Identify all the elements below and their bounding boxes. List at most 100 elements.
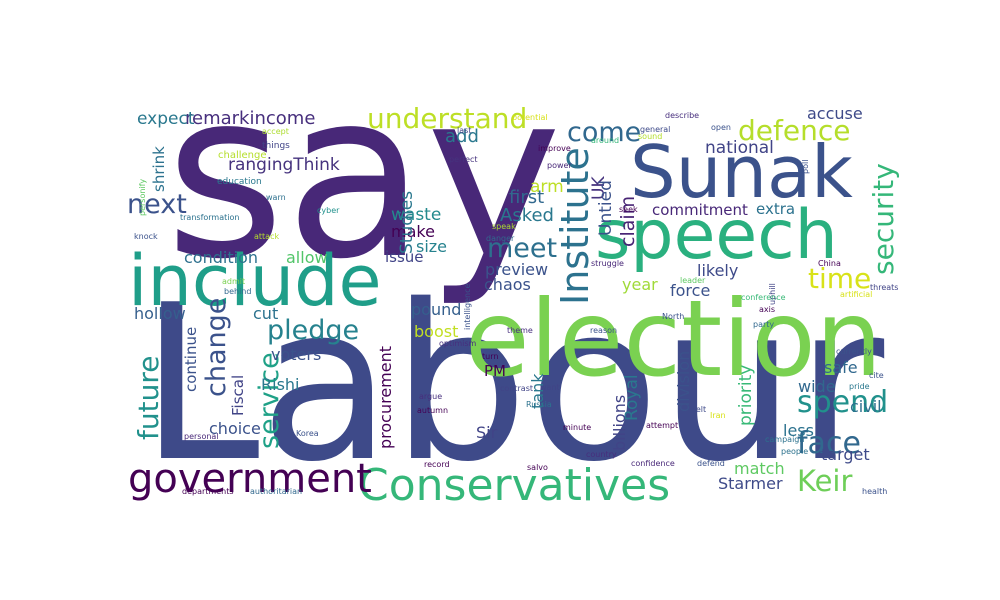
word-keir: Keir [797, 464, 852, 498]
word-commitment: commitment [652, 201, 748, 219]
word-personify: personify [138, 179, 147, 216]
word-pm: PM [484, 362, 506, 380]
word-continue: continue [182, 327, 200, 392]
word-defend: defend [697, 459, 725, 468]
word-axis: axis [759, 305, 775, 314]
word-russia: Russia [526, 400, 552, 409]
word-change: change [201, 298, 232, 397]
word-sound: sound [638, 132, 662, 141]
word-voters: voters [271, 345, 321, 364]
word-people: people [781, 447, 808, 456]
word-warn: warn [266, 193, 286, 202]
word-autumn: autumn [417, 406, 448, 415]
word-challenge: challenge [218, 150, 267, 161]
word-speak: speak [492, 222, 516, 231]
word-election: election [465, 278, 882, 400]
word-threats: threats [870, 283, 898, 292]
word-departments: departments [182, 487, 234, 496]
word-chaos: chaos [484, 275, 531, 294]
word-asked: Asked [500, 205, 554, 226]
word-attack: attack [254, 232, 279, 241]
word-match: match [734, 459, 785, 478]
word-salvo: salvo [527, 463, 548, 472]
word-institute: Institute [553, 147, 597, 305]
word-procurement: procurement [376, 346, 395, 449]
word-government: government [128, 456, 372, 502]
word-boost: boost [414, 322, 458, 341]
word-minute: minute [563, 423, 591, 432]
word-come: come [567, 117, 641, 148]
word-optimism: optimism [439, 339, 477, 348]
word-uphill: uphill [768, 283, 777, 305]
word-accept: accept [262, 127, 289, 136]
word-leader: leader [680, 276, 706, 285]
word-confidence: confidence [631, 459, 675, 468]
word-turn: turn [482, 352, 498, 361]
word-safe: safe [824, 358, 858, 377]
word-less: less [783, 421, 814, 440]
word-royal: Royal [622, 374, 642, 421]
word-seek: seek [619, 205, 638, 214]
word-face: face [797, 426, 861, 461]
word-rangingthink: rangingThink [228, 155, 340, 175]
word-reason: reason [590, 326, 617, 335]
word-admit: admit [222, 277, 245, 286]
word-shrink: shrink [150, 146, 168, 192]
word-wide: wide [798, 377, 836, 396]
word-knock: knock [134, 232, 158, 241]
word-record: record [424, 460, 450, 469]
word-education: education [217, 177, 262, 187]
word-claim: claim [617, 196, 639, 247]
word-cyber: cyber [317, 206, 340, 215]
word-want: want [540, 383, 560, 392]
word-waste: waste [391, 205, 441, 225]
word-understand: understand [367, 102, 527, 135]
word-national: national [705, 138, 774, 158]
word-fiscal: Fiscal [229, 375, 247, 416]
word-describe: describe [665, 111, 699, 120]
word-speech: speech [595, 196, 838, 275]
word-party: party [753, 320, 774, 329]
word-theme: theme [507, 326, 533, 335]
word-condition: condition [184, 248, 258, 267]
word-north: North [662, 312, 684, 321]
word-campaign: campaign [765, 435, 804, 444]
word-civil: civil [850, 397, 882, 416]
word-meet: meet [487, 233, 557, 264]
word-things: things [262, 141, 290, 151]
word-issue: issue [385, 248, 424, 266]
word-cite: cite [869, 371, 884, 380]
word-power: power [547, 161, 572, 170]
word-intelligence: intelligence [463, 284, 472, 330]
word-starmer: Starmer [718, 474, 783, 493]
word-danger: danger [486, 234, 515, 243]
word-conservatives: Conservatives [358, 460, 670, 511]
word-argue: argue [419, 392, 442, 401]
word-future: future [132, 356, 165, 440]
word-china: China [818, 259, 841, 268]
word-poll: poll [801, 160, 810, 174]
word-include: include [128, 240, 382, 322]
word-rishi: Rishi [261, 375, 299, 394]
word-improve: improve [538, 144, 571, 153]
word-target: target [821, 445, 870, 464]
word-potential: potential [512, 113, 548, 122]
word-spend: spend [797, 385, 888, 420]
word-priority: priority [736, 365, 756, 426]
word-general: general [640, 125, 670, 134]
word-next: next [127, 189, 187, 220]
word-around: around [591, 136, 619, 145]
word-uk: UK [589, 176, 609, 200]
word-make: make [391, 222, 435, 241]
word-currently: currently [836, 347, 872, 356]
word-sir: Sir [476, 423, 498, 442]
word-attempt: attempt [646, 421, 678, 430]
word-conference: conference [741, 293, 786, 302]
word-billions: billions [610, 395, 629, 451]
word-untied: Untied [596, 180, 616, 236]
word-likely: likely [697, 261, 738, 280]
word-security: security [867, 163, 900, 275]
word-contrast: contrast [500, 384, 533, 393]
word-iran: Iran [710, 411, 726, 420]
